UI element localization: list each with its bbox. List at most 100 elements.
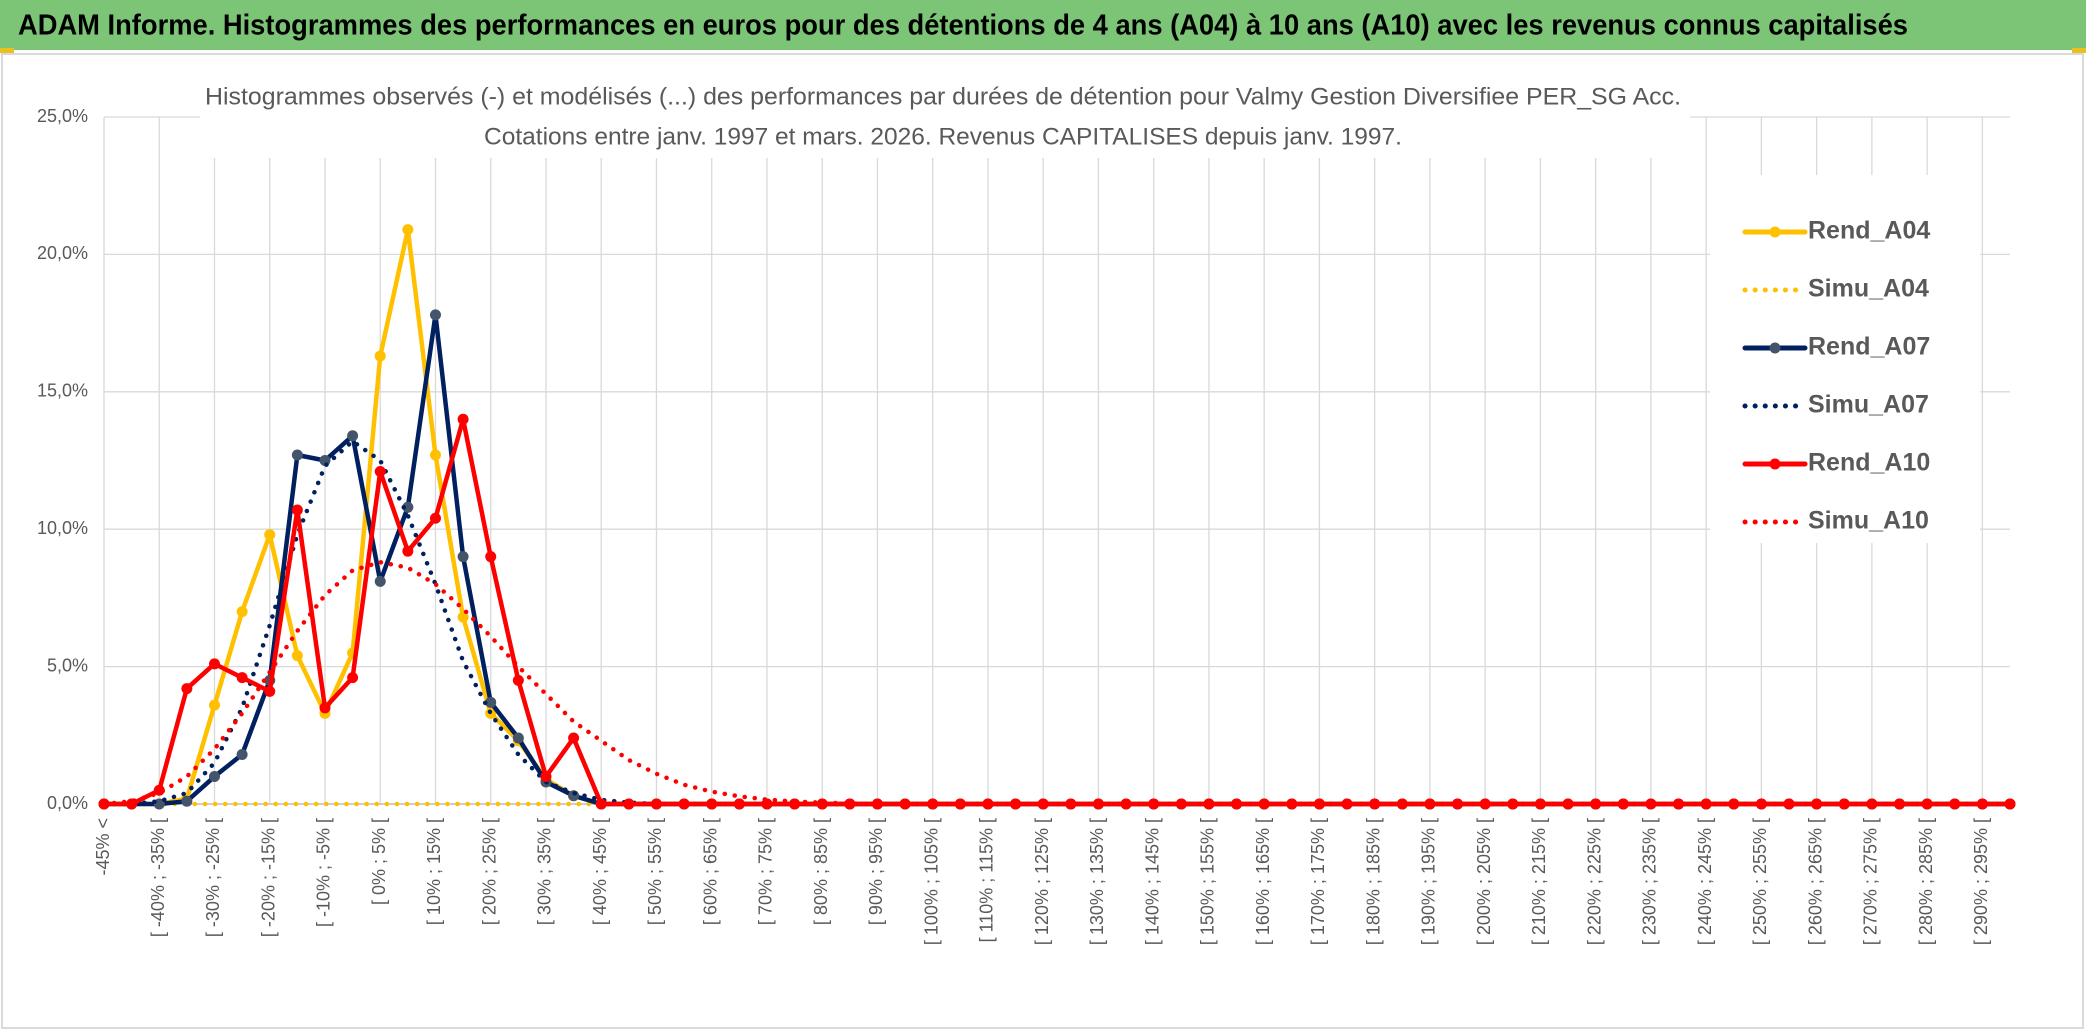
x-tick-label: -45% <	[93, 818, 113, 876]
series-marker	[264, 685, 276, 697]
x-tick-label: [ 230% ; 235% [	[1640, 818, 1660, 945]
x-tick-label: [ 240% ; 245% [	[1695, 818, 1715, 945]
series-marker	[1590, 798, 1602, 810]
series-marker	[374, 350, 386, 362]
series-marker	[429, 309, 441, 321]
series-marker	[733, 798, 745, 810]
series-marker	[429, 449, 441, 461]
series-marker	[1673, 798, 1685, 810]
x-tick-label: [ 70% ; 75% [	[756, 818, 776, 925]
legend-marker	[1769, 226, 1781, 238]
x-tick-label: [ -40% ; -35% [	[148, 818, 168, 937]
series-marker	[1065, 798, 1077, 810]
y-tick-label: 0,0%	[47, 793, 88, 813]
x-tick-label: [ 50% ; 55% [	[645, 818, 665, 925]
series-marker	[1369, 798, 1381, 810]
y-tick-label: 10,0%	[37, 518, 88, 538]
series-marker	[1976, 798, 1988, 810]
series-marker	[236, 749, 248, 761]
x-tick-label: [ 170% ; 175% [	[1308, 818, 1328, 945]
series-marker	[429, 512, 441, 524]
series-marker	[2004, 798, 2016, 810]
x-tick-label: [ 280% ; 285% [	[1916, 818, 1936, 945]
series-marker	[650, 798, 662, 810]
x-tick-label: [ 140% ; 145% [	[1142, 818, 1162, 945]
series-marker	[1231, 798, 1243, 810]
legend-label: Simu_A04	[1808, 275, 1929, 303]
series-marker	[402, 545, 414, 557]
series-marker	[1148, 798, 1160, 810]
series-marker	[208, 658, 220, 670]
x-tick-label: [ 130% ; 135% [	[1087, 818, 1107, 945]
series-marker	[844, 798, 856, 810]
legend-marker	[1769, 342, 1781, 354]
x-tick-label: [ 110% ; 115% [	[977, 818, 997, 942]
y-tick-label: 5,0%	[47, 655, 88, 675]
series-marker	[374, 465, 386, 477]
header-bar	[0, 0, 2086, 50]
x-tick-label: [ 210% ; 215% [	[1529, 818, 1549, 945]
series-marker	[319, 702, 331, 714]
series-marker	[402, 501, 414, 513]
corner	[0, 48, 14, 53]
legend-background	[1710, 175, 1980, 543]
series-marker	[208, 771, 220, 783]
legend-marker	[1769, 458, 1781, 470]
x-tick-label: [ 270% ; 275% [	[1861, 818, 1881, 945]
legend-label: Rend_A04	[1808, 217, 1930, 245]
series-marker	[236, 606, 248, 618]
legend-label: Simu_A10	[1808, 507, 1929, 535]
series-marker	[512, 674, 524, 686]
x-tick-label: [ 120% ; 125% [	[1032, 818, 1052, 945]
series-marker	[208, 699, 220, 711]
series-marker	[485, 551, 497, 563]
x-tick-label: [ 0% ; 5% [	[369, 818, 389, 905]
y-tick-label: 20,0%	[37, 243, 88, 263]
chart-subtitle: Histogrammes observés (-) et modélisés (…	[205, 83, 1681, 110]
x-tick-label: [ 290% ; 295% [	[1971, 818, 1991, 945]
series-marker	[291, 449, 303, 461]
series-marker	[291, 504, 303, 516]
legend-label: Simu_A07	[1808, 391, 1929, 419]
chart-title: ADAM Informe. Histogrammes des performan…	[18, 10, 1908, 42]
series-marker	[1452, 798, 1464, 810]
x-tick-label: [ -10% ; -5% [	[314, 818, 334, 927]
x-tick-label: [ 220% ; 225% [	[1584, 818, 1604, 945]
series-marker	[568, 732, 580, 744]
series-marker	[347, 672, 359, 684]
legend-label: Rend_A10	[1808, 449, 1930, 477]
series-marker	[678, 798, 690, 810]
y-tick-label: 15,0%	[37, 381, 88, 401]
series-marker	[954, 798, 966, 810]
x-tick-label: [ 30% ; 35% [	[535, 818, 555, 925]
series-marker	[706, 798, 718, 810]
series-marker	[181, 683, 193, 695]
x-tick-label: [ 200% ; 205% [	[1474, 818, 1494, 945]
series-marker	[789, 798, 801, 810]
series-marker	[1645, 798, 1657, 810]
x-tick-label: [ 20% ; 25% [	[479, 818, 499, 925]
series-marker	[291, 650, 303, 662]
x-tick-label: [ 80% ; 85% [	[811, 818, 831, 925]
series-marker	[1894, 798, 1906, 810]
x-tick-label: [ 160% ; 165% [	[1253, 818, 1273, 945]
series-marker	[457, 413, 469, 425]
x-tick-label: [ -30% ; -25% [	[203, 818, 223, 937]
series-marker	[1866, 798, 1878, 810]
series-marker	[347, 430, 359, 442]
corner	[2072, 48, 2086, 53]
x-tick-label: [ 260% ; 265% [	[1805, 818, 1825, 945]
chart-subtitle: Cotations entre janv. 1997 et mars. 2026…	[484, 123, 1402, 150]
series-marker	[457, 551, 469, 563]
series-line	[101, 559, 2013, 807]
series-marker	[1562, 798, 1574, 810]
series-marker	[1037, 798, 1049, 810]
series-marker	[1479, 798, 1491, 810]
x-tick-label: [ 180% ; 185% [	[1363, 818, 1383, 945]
x-tick-label: [ 40% ; 45% [	[590, 818, 610, 925]
legend-label: Rend_A07	[1808, 333, 1930, 361]
series-marker	[181, 795, 193, 807]
series-marker	[512, 732, 524, 744]
x-tick-label: [ 100% ; 105% [	[921, 818, 941, 945]
series-marker	[540, 771, 552, 783]
